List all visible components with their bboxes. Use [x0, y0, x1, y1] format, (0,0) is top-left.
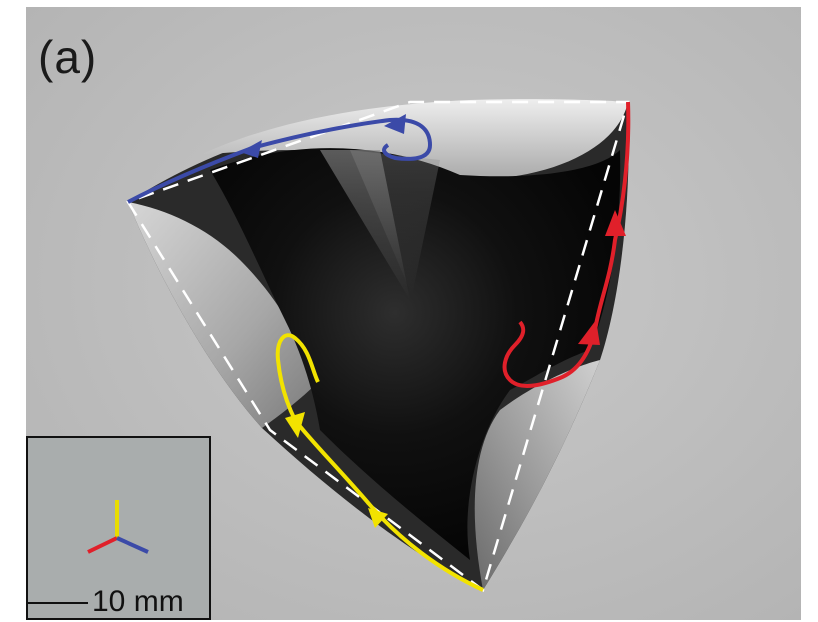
yellow-arrowhead-1	[285, 412, 305, 438]
cavity	[210, 148, 621, 560]
right-face	[474, 360, 600, 590]
inner-streaks-2	[350, 150, 440, 295]
red-arrowhead-2	[578, 320, 600, 345]
blue-curve	[127, 117, 433, 204]
yellow-arrowhead-2	[368, 508, 388, 528]
left-face	[128, 202, 318, 428]
red-arrowhead-1	[605, 210, 626, 236]
dashed-outline	[126, 100, 630, 593]
panel-label: (a)	[38, 31, 98, 83]
scale-bar-label: 10 mm	[92, 585, 184, 618]
blue-arrowhead-1	[240, 140, 262, 158]
top-face	[200, 99, 628, 180]
blue-arrowhead-2	[384, 114, 406, 134]
photograph	[26, 7, 801, 620]
axis-blue	[116, 536, 149, 554]
axis-red	[87, 536, 118, 554]
